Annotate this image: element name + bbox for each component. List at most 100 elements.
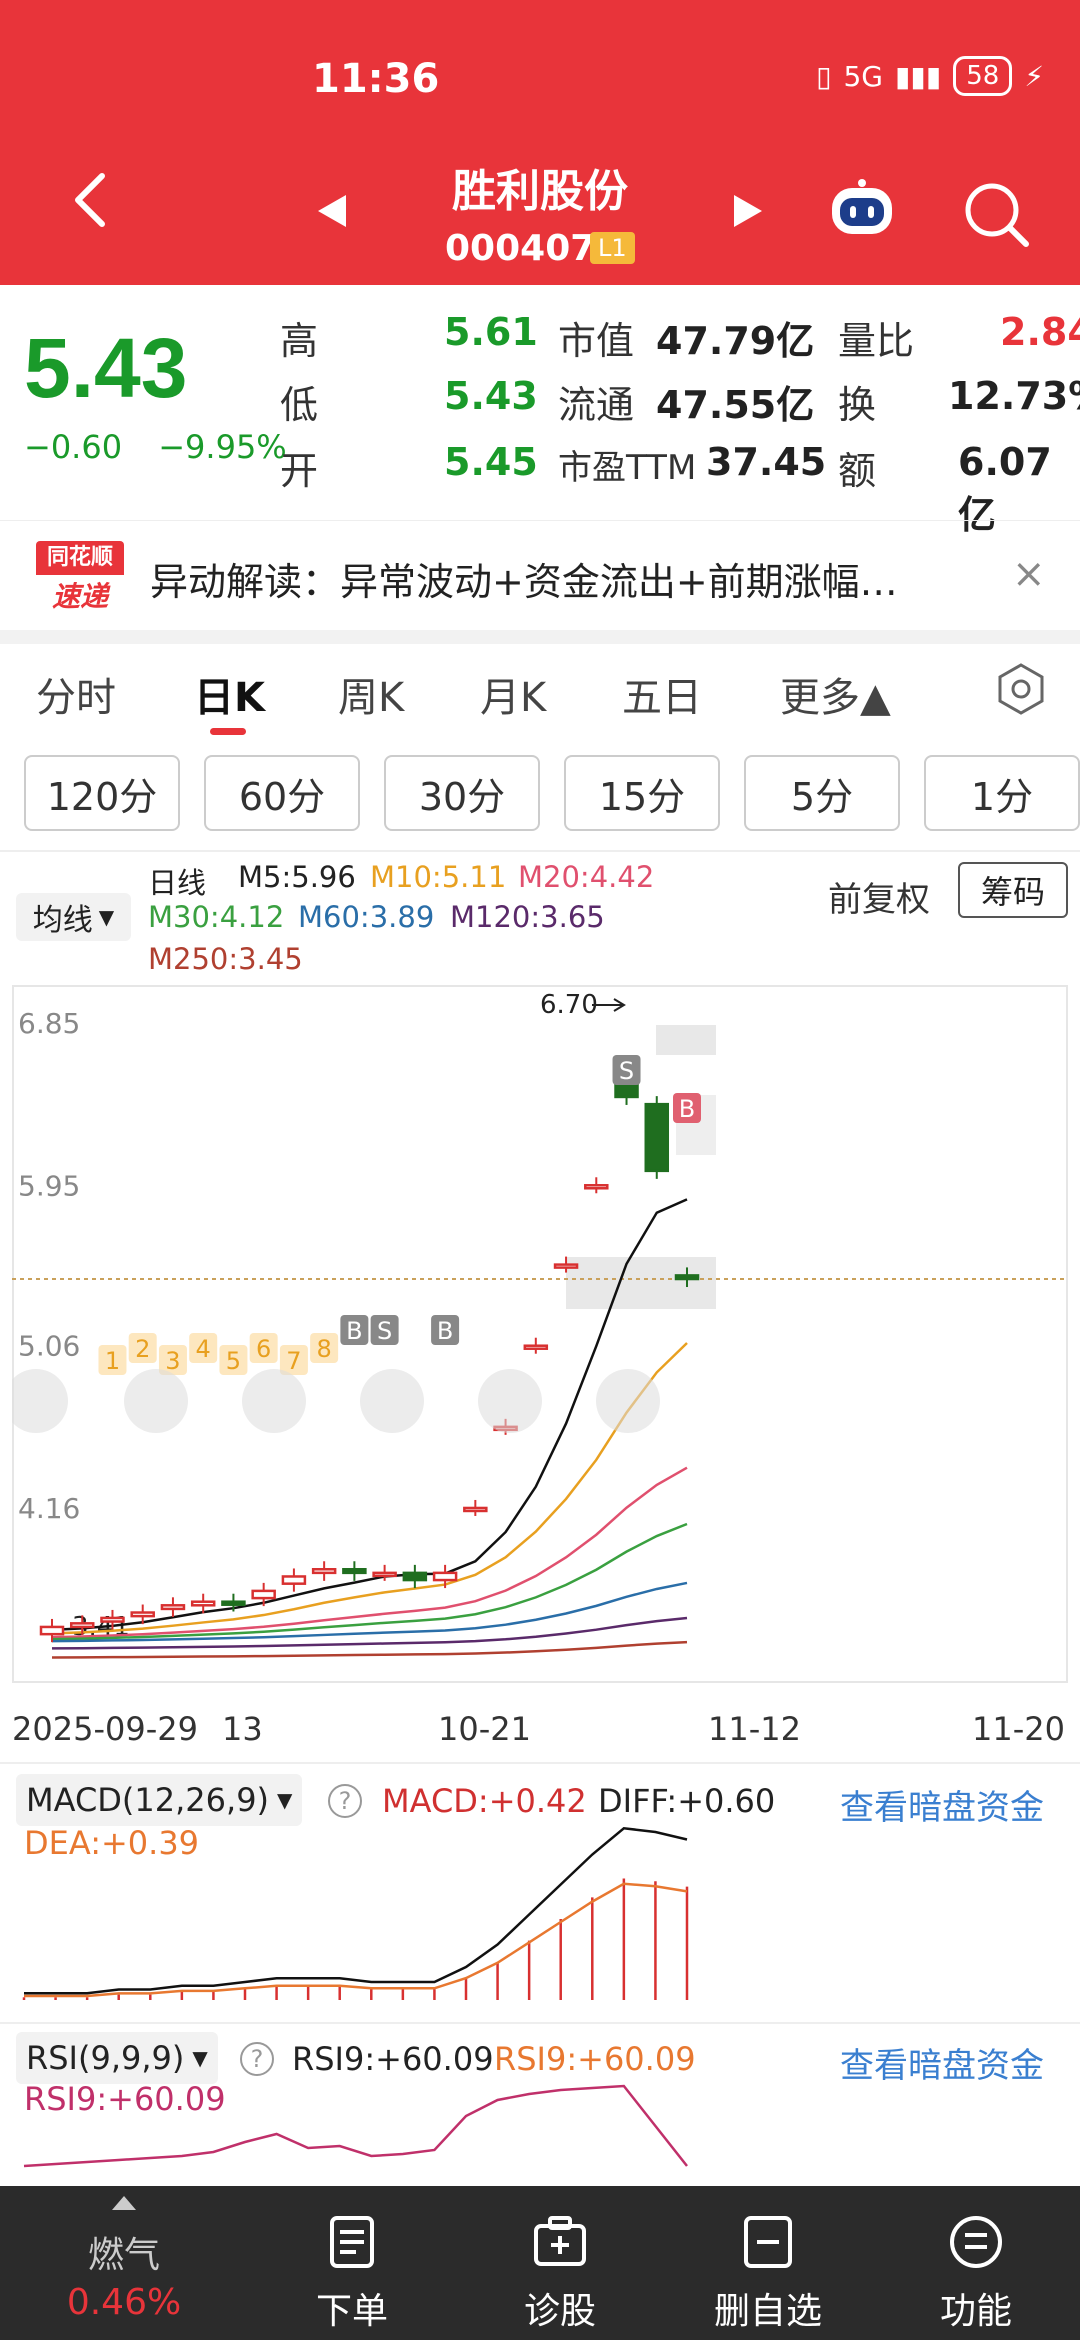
candle-body	[523, 1344, 549, 1350]
macd-selector[interactable]: MACD(12,26,9) ▼	[16, 1774, 303, 1826]
dark-pool-link[interactable]: 查看暗盘资金	[840, 1788, 1044, 1828]
kline-chart[interactable]: 6.855.955.064.166.703.41 1 2 3 4 5 6 7 8B S BSB	[12, 985, 1068, 1683]
macd-chart[interactable]	[12, 1820, 1068, 2010]
signal-marker-label: 5	[226, 1347, 241, 1375]
ma5: M5:5.96	[238, 860, 356, 894]
ma120: M120:3.65	[450, 900, 605, 934]
resistance-zone	[566, 1257, 716, 1309]
nav-functions[interactable]: 功能	[876, 2186, 1076, 2340]
rsi-line	[23, 2084, 688, 2168]
gas-sector-pct: 0.46%	[66, 2282, 182, 2323]
rsi1-value: RSI9:+60.09	[292, 2040, 494, 2078]
nav-gas-sector[interactable]: 燃气 0.46%	[24, 2186, 224, 2340]
settings-hex-icon[interactable]	[994, 662, 1048, 716]
quote-open: 5.45	[444, 440, 538, 484]
candle-body	[251, 1589, 276, 1600]
interval-30m[interactable]: 30分	[384, 755, 540, 831]
search-icon[interactable]	[962, 180, 1032, 250]
candle-body	[130, 1611, 155, 1618]
notice-bar[interactable]: 同花顺 速递 异动解读：异常波动+资金流出+前期涨幅… ×	[0, 520, 1080, 630]
help-icon[interactable]: ?	[240, 2042, 274, 2076]
signal-marker-label: 4	[196, 1335, 211, 1363]
network-label: 5G	[843, 59, 883, 93]
charging-icon: ⚡	[1024, 59, 1044, 93]
nav-remove-watchlist[interactable]: 删自选	[668, 2186, 868, 2340]
dropdown-icon: ▼	[277, 1788, 293, 1812]
robot-assistant-icon[interactable]	[826, 178, 898, 238]
divider	[0, 850, 1080, 852]
tab-monthly-k[interactable]: 月K	[480, 675, 547, 721]
rsi-chart[interactable]	[12, 2060, 1068, 2186]
candle-body	[281, 1575, 307, 1585]
quote-label: 额	[838, 449, 877, 493]
quote-low: 5.43	[444, 374, 538, 418]
y-tick-label: 4.16	[18, 1492, 80, 1525]
status-time: 11:36	[312, 56, 440, 102]
signal-marker-label: B	[437, 1317, 453, 1345]
nav-functions-label: 功能	[939, 2291, 1012, 2332]
back-arrow-icon[interactable]	[62, 170, 122, 230]
turnover-rate: 12.73%	[948, 374, 1080, 418]
rsi-selector[interactable]: RSI(9,9,9) ▼	[16, 2032, 218, 2084]
minus-box-icon	[744, 2216, 792, 2268]
zoom-in-icon	[124, 1369, 188, 1433]
market-cap: 47.79亿	[656, 319, 815, 363]
signal-marker	[431, 1315, 460, 1345]
high-price-label: 6.70	[540, 990, 598, 1020]
close-icon[interactable]: ×	[1012, 551, 1046, 597]
dark-pool-link[interactable]: 查看暗盘资金	[840, 2046, 1044, 2086]
high-arrow-head-icon	[613, 998, 626, 1012]
divider	[0, 2022, 1080, 2024]
signal-marker-label: 1	[105, 1347, 120, 1375]
signal-marker	[340, 1315, 369, 1345]
nav-order[interactable]: 下单	[252, 2186, 452, 2340]
quote-high: 5.61	[444, 310, 538, 354]
nav-remove-label: 删自选	[713, 2291, 822, 2332]
pe-ttm: 37.45	[706, 440, 827, 484]
ma60: M60:3.89	[298, 900, 435, 934]
next-stock-icon[interactable]	[734, 195, 762, 227]
vibrate-icon: ▯	[816, 59, 832, 93]
fullscreen-icon	[596, 1369, 660, 1433]
adjust-mode[interactable]: 前复权	[828, 880, 930, 920]
help-icon[interactable]: ?	[328, 1784, 362, 1818]
resistance-zone	[656, 1025, 716, 1055]
macd-title: MACD(12,26,9)	[26, 1781, 270, 1819]
top-bar: 11:36 ▯ 5G ▮▮▮ 58 ⚡ 胜利股份 000407 L1	[0, 0, 1080, 285]
tab-intraday[interactable]: 分时	[36, 675, 116, 721]
chip-button[interactable]: 筹码	[958, 862, 1068, 918]
quote-label: 市值	[558, 319, 635, 363]
signal-marker	[612, 1055, 641, 1085]
interval-5m[interactable]: 5分	[744, 755, 900, 831]
price-change: −0.60 −9.95%	[24, 428, 313, 466]
diff-value: DIFF:+0.60	[598, 1782, 776, 1820]
interval-120m[interactable]: 120分	[24, 755, 180, 831]
candle-body	[463, 1506, 488, 1513]
date-label-13: 13	[222, 1710, 263, 1748]
ths-news-logo: 同花顺 速递	[36, 541, 124, 613]
ma30: M30:4.12	[148, 900, 285, 934]
ma-selector[interactable]: 均线 ▼	[16, 893, 131, 941]
prev-stock-icon[interactable]	[318, 195, 346, 227]
tab-more[interactable]: 更多▲	[780, 675, 891, 721]
dropdown-icon: ▼	[98, 905, 115, 929]
signal-marker	[310, 1333, 339, 1363]
interval-15m[interactable]: 15分	[564, 755, 720, 831]
tab-five-day[interactable]: 五日	[622, 675, 702, 721]
interval-1m[interactable]: 1分	[924, 755, 1080, 831]
nav-diagnose[interactable]: 诊股	[460, 2186, 660, 2340]
notice-text[interactable]: 异动解读：异常波动+资金流出+前期涨幅…	[150, 560, 898, 604]
gas-sector-label: 燃气	[87, 2235, 160, 2276]
signal-marker	[370, 1315, 399, 1345]
ma250-line	[51, 1640, 688, 1659]
signal-marker	[219, 1345, 248, 1375]
tab-weekly-k[interactable]: 周K	[338, 675, 405, 721]
interval-60m[interactable]: 60分	[204, 755, 360, 831]
ma250: M250:3.45	[148, 942, 303, 976]
tab-underline	[210, 728, 246, 735]
date-label-1021: 10-21	[438, 1710, 531, 1748]
candle-body	[372, 1571, 397, 1578]
tab-daily-k[interactable]: 日K	[194, 675, 265, 721]
order-doc-icon	[330, 2216, 374, 2268]
candle-body	[190, 1600, 216, 1607]
